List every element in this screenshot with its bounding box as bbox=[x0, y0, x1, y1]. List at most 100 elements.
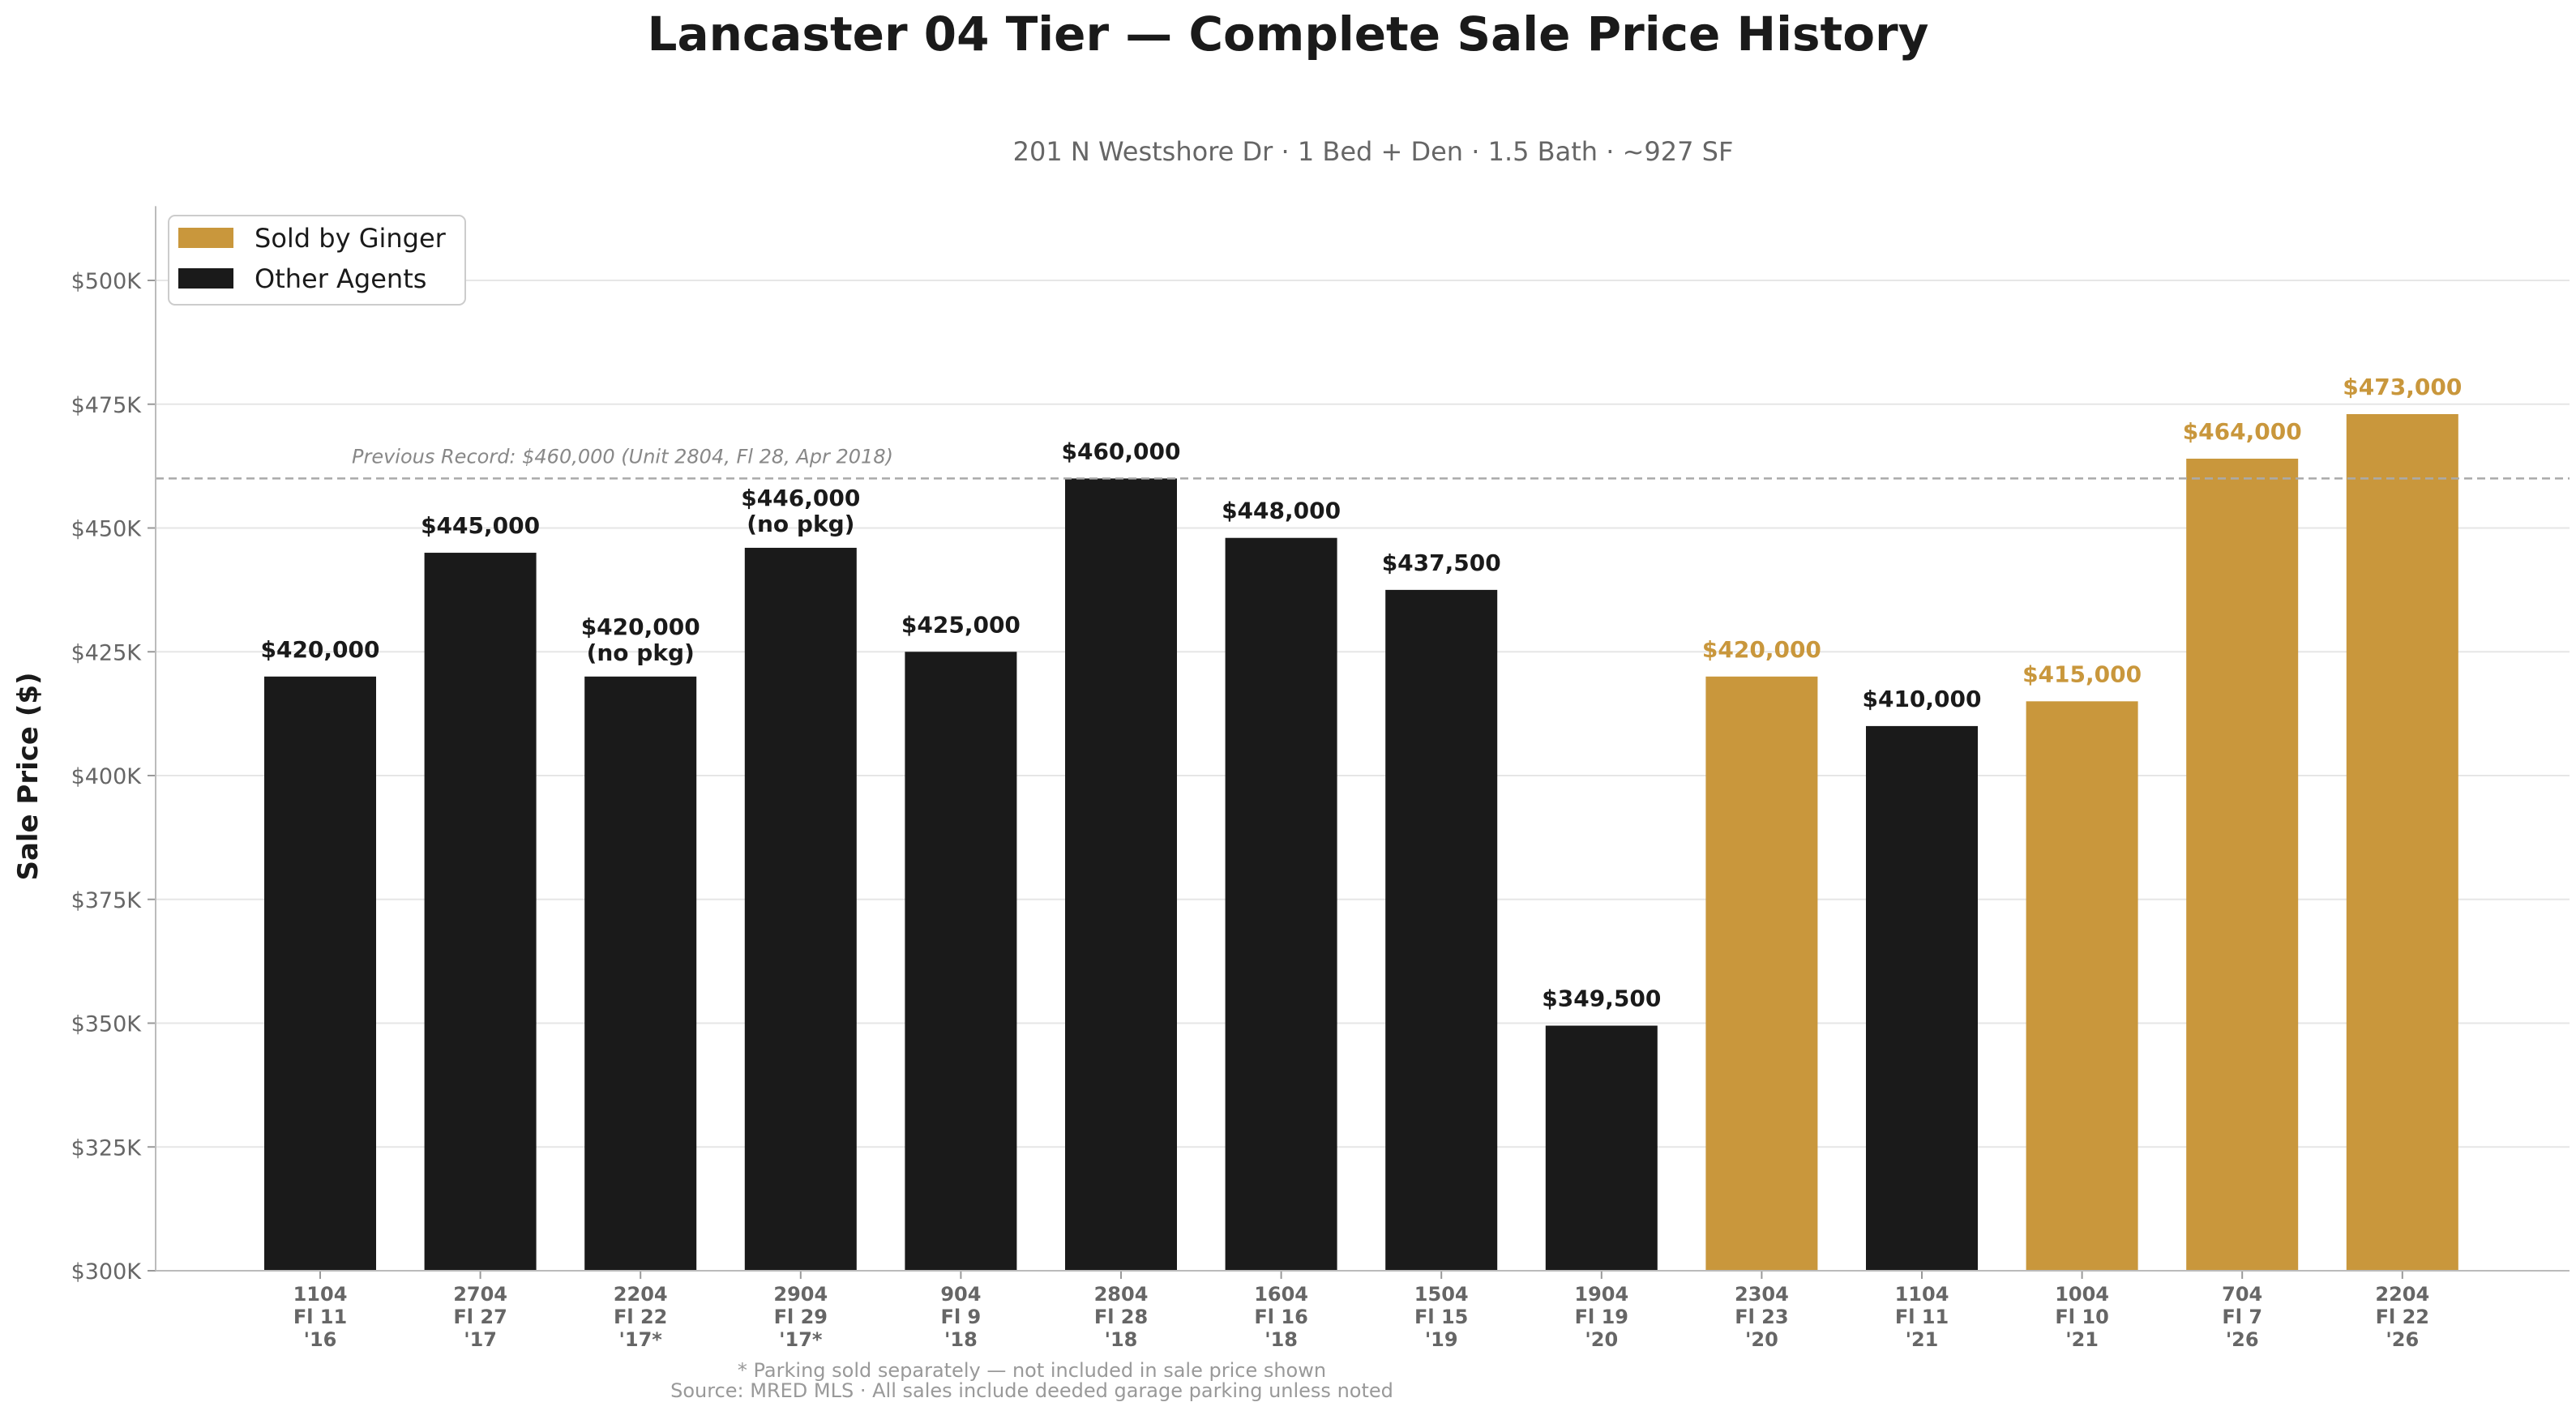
reference-line-label: Previous Record: $460,000 (Unit 2804, Fl… bbox=[352, 445, 893, 468]
bar-other bbox=[424, 553, 537, 1271]
y-tick-label: $450K bbox=[71, 517, 143, 542]
x-tick-label: 2804 bbox=[1094, 1283, 1149, 1306]
bar-value-label: $448,000 bbox=[1222, 498, 1341, 524]
y-tick-label: $475K bbox=[71, 393, 143, 418]
x-tick-label: Fl 11 bbox=[293, 1306, 347, 1328]
x-tick-label: '19 bbox=[1425, 1328, 1458, 1351]
bar-value-label: $437,500 bbox=[1382, 549, 1501, 576]
y-tick-label: $300K bbox=[71, 1259, 143, 1285]
y-tick-label: $425K bbox=[71, 640, 143, 665]
y-axis-ticks: $300K $325K $350K $375K $400K $425K $450K $475K… bbox=[71, 269, 156, 1285]
y-tick-label: $500K bbox=[71, 269, 143, 294]
bar-ginger bbox=[2186, 458, 2299, 1271]
bar-value-label: $425,000 bbox=[901, 611, 1021, 638]
x-tick-label: Fl 22 bbox=[2376, 1306, 2429, 1328]
x-tick-label: '17* bbox=[619, 1328, 663, 1351]
x-tick-label: Fl 19 bbox=[1575, 1306, 1628, 1328]
y-tick-label: $400K bbox=[71, 764, 143, 789]
x-tick-label: '26 bbox=[2226, 1328, 2259, 1351]
x-tick-label: 904 bbox=[940, 1283, 981, 1306]
bar-other bbox=[905, 652, 1017, 1271]
gridlines bbox=[156, 280, 2570, 1272]
legend-label-other: Other Agents bbox=[255, 263, 426, 294]
bar-note-label: (no pkg) bbox=[747, 511, 854, 537]
bar-value-label: $420,000 bbox=[260, 636, 379, 663]
x-tick-label: 704 bbox=[2222, 1283, 2262, 1306]
bar-note-label: (no pkg) bbox=[587, 639, 695, 666]
x-tick-label: Fl 22 bbox=[614, 1306, 667, 1328]
x-tick-label: Fl 23 bbox=[1735, 1306, 1788, 1328]
x-tick-label: '17 bbox=[464, 1328, 497, 1351]
y-tick-label: $375K bbox=[71, 888, 143, 913]
x-tick-label: '21 bbox=[1906, 1328, 1939, 1351]
x-tick-label: '17* bbox=[779, 1328, 823, 1351]
chart-subtitle: 201 N Westshore Dr · 1 Bed + Den · 1.5 B… bbox=[1013, 136, 1734, 167]
bar-value-label: $415,000 bbox=[2022, 660, 2142, 687]
x-tick-label: '16 bbox=[304, 1328, 337, 1351]
x-tick-label: '21 bbox=[2065, 1328, 2099, 1351]
bar-other bbox=[1225, 537, 1337, 1271]
x-tick-label: Fl 28 bbox=[1094, 1306, 1148, 1328]
x-tick-label: '18 bbox=[1105, 1328, 1138, 1351]
bar-ginger bbox=[2026, 701, 2138, 1271]
x-tick-label: 2304 bbox=[1735, 1283, 1789, 1306]
x-tick-label: '18 bbox=[1264, 1328, 1298, 1351]
bars: $420,000$445,000$420,000(no pkg)$446,000… bbox=[260, 374, 2462, 1272]
x-tick-label: '18 bbox=[944, 1328, 978, 1351]
x-tick-label: Fl 7 bbox=[2222, 1306, 2262, 1328]
x-tick-label: 1504 bbox=[1414, 1283, 1469, 1306]
bar-value-label: $445,000 bbox=[421, 512, 540, 539]
x-tick-label: '26 bbox=[2386, 1328, 2419, 1351]
x-tick-label: Fl 10 bbox=[2055, 1306, 2108, 1328]
bar-value-label: $460,000 bbox=[1061, 438, 1180, 464]
bar-value-label: $349,500 bbox=[1542, 985, 1661, 1012]
x-tick-label: 1104 bbox=[1895, 1283, 1949, 1306]
x-tick-label: Fl 27 bbox=[453, 1306, 507, 1328]
bar-value-label: $446,000 bbox=[741, 485, 860, 511]
x-tick-label: '20 bbox=[1745, 1328, 1778, 1351]
x-tick-label: Fl 15 bbox=[1414, 1306, 1468, 1328]
x-tick-label: Fl 29 bbox=[774, 1306, 828, 1328]
bar-value-label: $473,000 bbox=[2343, 374, 2462, 400]
x-tick-label: 1004 bbox=[2055, 1283, 2109, 1306]
x-tick-label: 1904 bbox=[1574, 1283, 1628, 1306]
legend-swatch-ginger bbox=[178, 228, 233, 248]
x-tick-label: 2204 bbox=[614, 1283, 668, 1306]
bar-other bbox=[1866, 725, 1978, 1271]
x-tick-label: Fl 11 bbox=[1895, 1306, 1949, 1328]
x-tick-label: Fl 9 bbox=[941, 1306, 982, 1328]
x-tick-label: '20 bbox=[1585, 1328, 1618, 1351]
bar-value-label: $464,000 bbox=[2183, 418, 2302, 445]
footnote-parking: * Parking sold separately — not included… bbox=[738, 1359, 1326, 1382]
legend-swatch-other bbox=[178, 268, 233, 289]
bar-other bbox=[264, 676, 376, 1271]
x-tick-label: 2204 bbox=[2375, 1283, 2429, 1306]
x-tick-label: 1104 bbox=[293, 1283, 348, 1306]
chart-title: Lancaster 04 Tier — Complete Sale Price … bbox=[648, 6, 1929, 62]
y-axis-label: Sale Price ($) bbox=[12, 672, 45, 880]
bar-other bbox=[1065, 478, 1177, 1271]
bar-other bbox=[1385, 589, 1498, 1271]
bar-other bbox=[744, 547, 857, 1271]
bar-other bbox=[584, 676, 697, 1271]
x-tick-label: 2904 bbox=[773, 1283, 828, 1306]
bar-value-label: $410,000 bbox=[1862, 686, 1981, 712]
x-tick-label: 1604 bbox=[1254, 1283, 1308, 1306]
bar-ginger bbox=[2346, 413, 2458, 1272]
footnote-source: Source: MRED MLS · All sales include dee… bbox=[670, 1379, 1393, 1402]
axes bbox=[155, 206, 2570, 1272]
reference-line-group: Previous Record: $460,000 (Unit 2804, Fl… bbox=[156, 445, 2570, 480]
y-tick-label: $350K bbox=[71, 1012, 143, 1037]
y-tick-label: $325K bbox=[71, 1135, 143, 1161]
legend: Sold by Ginger Other Agents bbox=[168, 215, 466, 306]
x-tick-label: 2704 bbox=[453, 1283, 507, 1306]
bar-ginger bbox=[1705, 676, 1818, 1271]
bar-value-label: $420,000 bbox=[1702, 636, 1821, 663]
bar-other bbox=[1545, 1025, 1658, 1271]
legend-frame bbox=[168, 215, 466, 306]
x-tick-label: Fl 16 bbox=[1254, 1306, 1307, 1328]
bar-value-label: $420,000 bbox=[581, 613, 700, 640]
legend-label-ginger: Sold by Ginger bbox=[255, 223, 447, 254]
